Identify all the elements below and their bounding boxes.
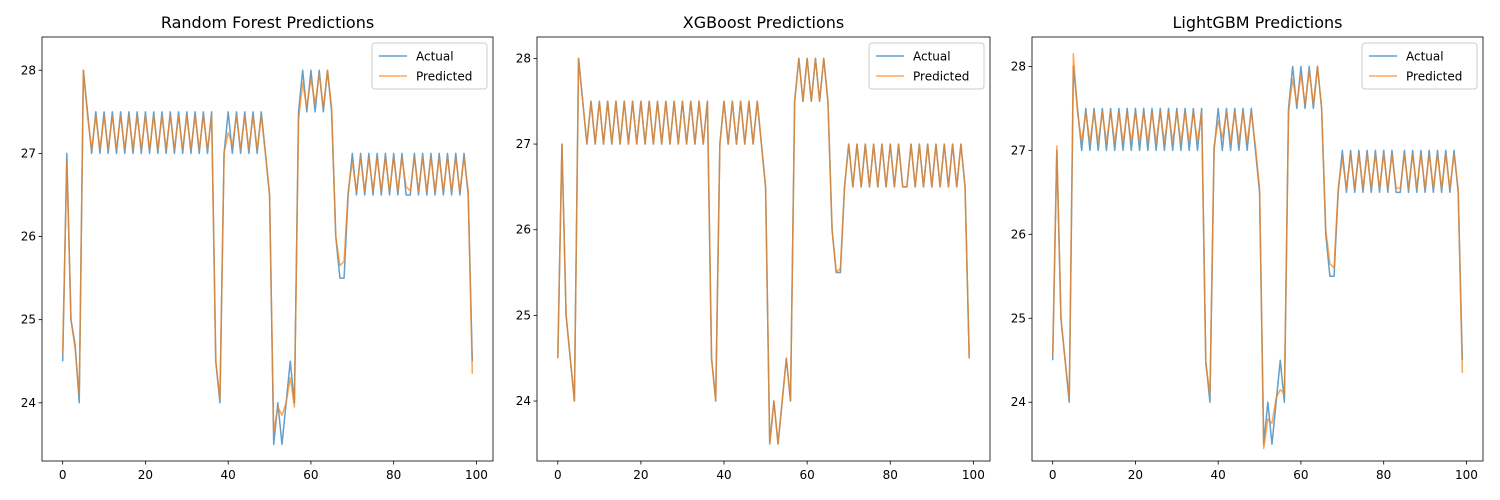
chart-panel: LightGBM Predictions 0 20 40 60 80 100 24 25 26 27… <box>1011 13 1484 482</box>
legend-box <box>868 42 985 90</box>
x-tick-label: 80 <box>386 468 401 482</box>
axes-frame <box>1031 36 1484 462</box>
chart-title: Random Forest Predictions <box>161 13 374 32</box>
legend-label: Predicted <box>913 70 969 84</box>
y-tick-label: 28 <box>516 51 531 65</box>
x-tick-label: 0 <box>59 468 67 482</box>
legend-label: Actual <box>416 50 454 64</box>
x-tick-label: 0 <box>554 468 562 482</box>
y-tick-label: 26 <box>516 223 531 237</box>
x-tick-label: 0 <box>1049 468 1057 482</box>
x-tick-label: 100 <box>962 468 985 482</box>
x-tick-label: 40 <box>221 468 236 482</box>
chart-title: XGBoost Predictions <box>683 13 844 32</box>
y-tick-label: 25 <box>1011 311 1026 325</box>
y-tick-label: 28 <box>21 63 36 77</box>
x-tick-label: 60 <box>1293 468 1308 482</box>
axes-frame <box>41 36 494 462</box>
legend-label: Actual <box>1406 50 1444 64</box>
x-tick-label: 100 <box>1455 468 1478 482</box>
x-tick-label: 80 <box>1376 468 1391 482</box>
legend: Actual Predicted <box>868 42 985 90</box>
y-tick-label: 24 <box>516 394 531 408</box>
x-tick-label: 60 <box>303 468 318 482</box>
y-tick-label: 26 <box>21 230 36 244</box>
series-line-actual <box>1051 65 1464 445</box>
y-tick-label: 27 <box>21 146 36 160</box>
y-tick-label: 27 <box>1011 143 1026 157</box>
legend: Actual Predicted <box>371 42 488 90</box>
y-tick-label: 24 <box>21 396 36 410</box>
legend-label: Predicted <box>1406 70 1462 84</box>
series-line-predicted <box>557 57 970 445</box>
x-tick-label: 20 <box>633 468 648 482</box>
series-line-predicted <box>61 69 474 433</box>
legend-label: Predicted <box>416 70 472 84</box>
y-tick-label: 25 <box>21 313 36 327</box>
x-tick-label: 100 <box>465 468 488 482</box>
x-tick-label: 20 <box>1128 468 1143 482</box>
y-tick-label: 25 <box>516 308 531 322</box>
axes-frame <box>536 36 991 462</box>
chart-title: LightGBM Predictions <box>1172 13 1342 32</box>
legend-box <box>371 42 488 90</box>
series-line-predicted <box>1051 53 1464 450</box>
series-line-actual <box>61 69 474 446</box>
x-tick-label: 40 <box>1211 468 1226 482</box>
y-tick-label: 28 <box>1011 59 1026 73</box>
series-line-actual <box>557 57 970 445</box>
y-tick-label: 24 <box>1011 395 1026 409</box>
legend-box <box>1361 42 1478 90</box>
legend-label: Actual <box>913 50 951 64</box>
legend: Actual Predicted <box>1361 42 1478 90</box>
chart-panel: Random Forest Predictions 0 20 40 60 80 100 24 2… <box>21 13 494 482</box>
chart-panel: XGBoost Predictions 0 20 40 60 80 100 24 25 26 27 2… <box>516 13 991 482</box>
y-tick-label: 27 <box>516 137 531 151</box>
x-tick-label: 40 <box>716 468 731 482</box>
x-tick-label: 20 <box>138 468 153 482</box>
x-tick-label: 60 <box>799 468 814 482</box>
x-tick-label: 80 <box>883 468 898 482</box>
y-tick-label: 26 <box>1011 227 1026 241</box>
